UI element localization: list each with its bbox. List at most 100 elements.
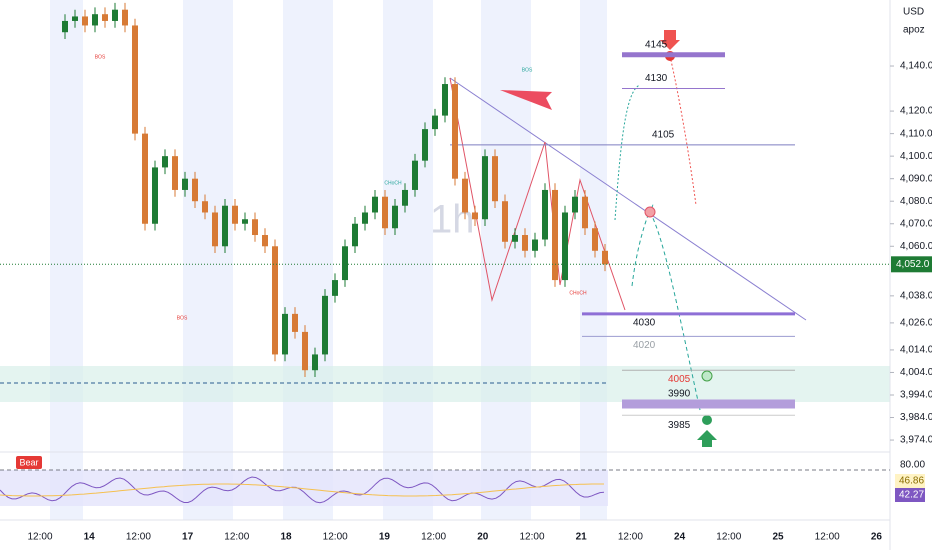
level-label: 4105 xyxy=(652,130,675,141)
candle-body xyxy=(522,235,528,251)
marker xyxy=(702,415,712,425)
candle-body xyxy=(192,178,198,202)
annotation: BOS xyxy=(522,67,533,73)
path-projection xyxy=(649,211,701,411)
candle-body xyxy=(572,196,578,213)
level-label: 4145 xyxy=(645,39,668,50)
y-tick-label: 4,038.0 xyxy=(900,290,932,301)
demand-zone xyxy=(0,366,890,402)
annotation: BOS xyxy=(95,54,106,60)
candle-body xyxy=(132,25,138,134)
annotation: BOS xyxy=(177,315,188,321)
x-tick-label: 17 xyxy=(182,532,194,543)
candle-body xyxy=(212,212,218,247)
currency: USD xyxy=(903,7,924,18)
y-tick-label: 4,140.0 xyxy=(900,61,932,72)
candle-body xyxy=(62,20,68,33)
x-tick-label: 14 xyxy=(84,532,96,543)
candle-body xyxy=(362,212,368,224)
x-tick-label: 19 xyxy=(379,532,391,543)
candle-body xyxy=(472,212,478,220)
x-tick-label: 25 xyxy=(772,532,784,543)
y-tick-label: 3,984.0 xyxy=(900,412,932,423)
level-label: 3985 xyxy=(668,420,691,431)
session-band xyxy=(481,0,531,520)
candle-body xyxy=(102,14,108,21)
candle-body xyxy=(252,219,258,236)
x-tick-label: 26 xyxy=(871,532,883,543)
marker xyxy=(644,206,656,218)
y-tick-label: 4,120.0 xyxy=(900,106,932,117)
candle-body xyxy=(432,115,438,130)
candle-body xyxy=(302,331,308,371)
x-tick-label: 12:00 xyxy=(323,532,348,543)
candle-body xyxy=(482,156,488,220)
candle-body xyxy=(452,84,458,179)
arrow-up xyxy=(697,430,717,447)
symbol: apoz xyxy=(903,25,925,36)
y-tick-label: 3,994.0 xyxy=(900,390,932,401)
path-projection xyxy=(614,84,641,221)
last-price-label: 4,052.0 xyxy=(896,259,930,270)
candle-body xyxy=(582,196,588,229)
candle-body xyxy=(342,246,348,281)
candle-body xyxy=(422,129,428,161)
candle-body xyxy=(322,295,328,355)
osc-line xyxy=(0,476,605,504)
x-tick-label: 12:00 xyxy=(716,532,741,543)
candle-body xyxy=(82,16,88,26)
candle-body xyxy=(592,228,598,251)
last-price-box xyxy=(891,256,932,273)
candle-body xyxy=(352,223,358,247)
candle-body xyxy=(282,313,288,355)
y-tick-label: 4,100.0 xyxy=(900,151,932,162)
level-label: 4005 xyxy=(668,374,691,385)
candle-body xyxy=(162,156,168,168)
x-tick-label: 12:00 xyxy=(618,532,643,543)
candle-body xyxy=(502,201,508,242)
arrow-down xyxy=(660,30,680,50)
osc-tick-label: 80.00 xyxy=(900,460,925,471)
level-label: 4020 xyxy=(633,340,656,351)
candle-body xyxy=(292,313,298,332)
candle-body xyxy=(542,189,548,240)
x-tick-label: 24 xyxy=(674,532,686,543)
candle-body xyxy=(92,14,98,26)
osc-value: 42.27 xyxy=(899,490,924,501)
x-tick-label: 21 xyxy=(576,532,588,543)
annotation: CHoCH xyxy=(569,290,587,296)
badge xyxy=(16,456,42,469)
candle-body xyxy=(492,156,498,202)
level-label: 4030 xyxy=(633,318,656,329)
candle-body xyxy=(552,189,558,281)
y-tick-label: 3,974.0 xyxy=(900,435,932,446)
candle-body xyxy=(122,9,128,26)
session-band xyxy=(183,0,233,520)
y-tick-label: 4,014.0 xyxy=(900,345,932,356)
session-band xyxy=(50,0,83,520)
annotation: CHoCH xyxy=(384,180,402,186)
candle-body xyxy=(332,280,338,296)
arrow xyxy=(500,90,552,110)
osc-band xyxy=(0,470,608,506)
candle-body xyxy=(312,354,318,371)
y-tick-label: 4,004.0 xyxy=(900,367,932,378)
candle-body xyxy=(202,201,208,213)
candle-body xyxy=(442,84,448,116)
x-tick-label: 12:00 xyxy=(519,532,544,543)
candle-body xyxy=(272,246,278,355)
candle-body xyxy=(152,167,158,224)
candle-body xyxy=(382,196,388,229)
session-band xyxy=(383,0,433,520)
candle-body xyxy=(402,189,408,206)
osc-value: 46.86 xyxy=(899,476,924,487)
x-tick-label: 12:00 xyxy=(27,532,52,543)
y-tick-label: 4,090.0 xyxy=(900,173,932,184)
candle-body xyxy=(602,250,608,265)
x-tick-label: 12:00 xyxy=(421,532,446,543)
candle-body xyxy=(112,9,118,21)
path-projection xyxy=(669,55,697,206)
x-tick-label: 18 xyxy=(280,532,292,543)
